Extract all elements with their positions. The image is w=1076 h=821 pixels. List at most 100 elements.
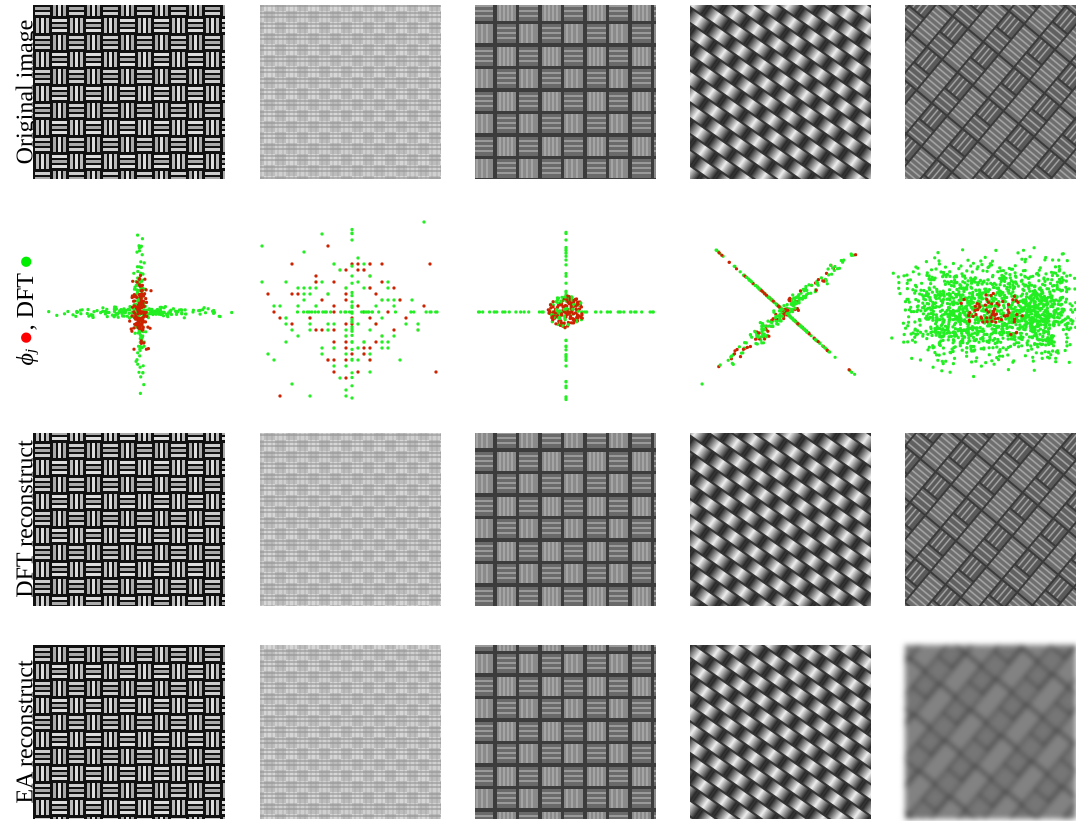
spectrum-dot <box>918 318 921 321</box>
spectrum-dot <box>1006 314 1009 317</box>
spectrum-dot <box>136 312 139 315</box>
spectrum-dot <box>960 329 963 332</box>
spectrum-dot <box>564 255 567 258</box>
spectrum-dot <box>131 296 134 299</box>
spectrum-dot <box>527 310 530 313</box>
spectrum-dot <box>779 308 782 311</box>
spectrum-dot <box>350 334 353 337</box>
spectrum-dot <box>1000 274 1003 277</box>
spectrum-dot <box>1008 282 1011 285</box>
spectrum-dot <box>992 310 995 313</box>
spectrum-dot <box>296 310 299 313</box>
spectrum-dot <box>1018 323 1021 326</box>
spectrum-dot <box>136 351 139 354</box>
spectrum-dot <box>791 293 794 296</box>
spectrum-dot <box>995 313 998 316</box>
spectrum-dot <box>732 363 735 366</box>
spectrum-dot <box>377 310 380 313</box>
spectrum-dot <box>970 360 973 363</box>
spectrum-dot <box>996 270 999 273</box>
spectrum-dot <box>969 334 972 337</box>
spectrum-dot <box>1007 290 1010 293</box>
spectrum-dot <box>761 333 764 336</box>
spectrum-dot <box>567 323 570 326</box>
spectrum-dot <box>786 303 789 306</box>
spectrum-dot <box>1035 343 1038 346</box>
spectrum-dot <box>55 314 58 317</box>
spectrum-dot <box>933 286 936 289</box>
spectrum-dot <box>970 298 973 301</box>
spectrum-dot <box>827 267 830 270</box>
spectrum-dot <box>1017 345 1020 348</box>
spectrum-dot <box>981 269 984 272</box>
spectrum-dot <box>380 316 383 319</box>
spectrum-dot <box>564 398 567 401</box>
texture-image <box>33 5 225 179</box>
spectrum-dot <box>422 304 425 307</box>
spectrum-dot <box>374 340 377 343</box>
spectrum-dot <box>985 320 988 323</box>
spectrum-dot <box>1028 317 1031 320</box>
spectrum-dot <box>133 293 136 296</box>
spectrum-dot <box>1022 308 1025 311</box>
spectrum-dot <box>809 292 812 295</box>
spectrum-dot <box>1027 277 1030 280</box>
spectrum-dot <box>779 319 782 322</box>
spectrum-dot <box>332 304 335 307</box>
spectrum-dot <box>987 278 990 281</box>
spectrum-dot <box>272 304 275 307</box>
spectrum-dot <box>1035 313 1038 316</box>
spectrum-dot <box>928 274 931 277</box>
spectrum-dot <box>1001 300 1004 303</box>
spectrum-dot <box>138 265 141 268</box>
spectrum-dot <box>392 286 395 289</box>
spectrum-dot <box>989 282 992 285</box>
spectrum-dot <box>617 310 620 313</box>
spectrum-dot <box>984 293 987 296</box>
spectrum-dot <box>771 325 774 328</box>
spectrum-dot <box>147 308 150 311</box>
spectrum-dot <box>1041 335 1044 338</box>
spectrum-dot <box>965 355 968 358</box>
spectrum-dot <box>1017 285 1020 288</box>
spectrum-dot <box>1042 276 1045 279</box>
spectrum-dot <box>302 310 305 313</box>
spectrum-dot <box>948 275 951 278</box>
spectrum-dot <box>117 316 120 319</box>
spectrum-dot <box>1043 258 1046 261</box>
spectrum-dot <box>290 262 293 265</box>
spectrum-dot <box>566 301 569 304</box>
spectrum-dot <box>927 313 930 316</box>
spectrum-dot <box>1056 316 1059 319</box>
spectrum-dot <box>350 306 353 309</box>
spectrum-dot <box>1053 312 1056 315</box>
spectrum-dot <box>92 310 95 313</box>
spectrum-dot <box>903 333 906 336</box>
spectrum-dot <box>314 304 317 307</box>
spectrum-dot <box>987 341 990 344</box>
spectrum-dot <box>902 274 905 277</box>
spectrum-dot <box>204 311 207 314</box>
spectrum-dot <box>980 263 983 266</box>
spectrum-dot <box>701 382 704 385</box>
spectrum-dot <box>338 268 341 271</box>
spectrum-dot <box>904 308 907 311</box>
spectrum-dot <box>906 282 909 285</box>
spectrum-dot <box>970 287 973 290</box>
spectrum-dot <box>380 298 383 301</box>
spectrum-dot <box>547 312 550 315</box>
spectrum-dot <box>63 312 66 315</box>
spectrum-dot <box>1037 279 1040 282</box>
spectrum-dot <box>572 299 575 302</box>
spectrum-dot <box>563 308 566 311</box>
spectrum-dot <box>940 369 943 372</box>
spectrum-dot <box>931 344 934 347</box>
spectrum-dot <box>551 315 554 318</box>
spectrum-dot <box>925 260 928 263</box>
spectrum-dot <box>320 280 323 283</box>
spectrum-dot <box>948 282 951 285</box>
spectrum-dot <box>1003 276 1006 279</box>
spectrum-dot <box>996 291 999 294</box>
spectrum-dot <box>760 328 763 331</box>
spectrum-dot <box>962 289 965 292</box>
